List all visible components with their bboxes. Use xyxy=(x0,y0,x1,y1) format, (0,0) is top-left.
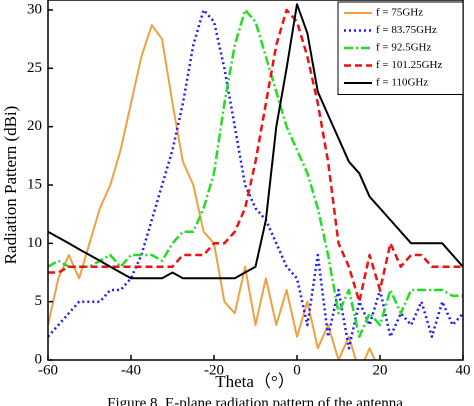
y-tick-label: 30 xyxy=(27,1,42,17)
y-tick-label: 5 xyxy=(35,293,43,309)
x-tick-label: 40 xyxy=(456,362,471,378)
y-axis-label: Radiation Pattern (dBi) xyxy=(1,106,20,265)
legend-label: f = 110GHz xyxy=(376,77,428,89)
x-tick-label: -60 xyxy=(38,362,58,378)
legend-label: f = 83.75GHz xyxy=(376,24,437,36)
y-tick-label: 25 xyxy=(27,60,42,76)
caption: Figure 8. E-plane radiation pattern of t… xyxy=(107,395,403,406)
plot-lines xyxy=(48,3,463,360)
x-tick-label: 0 xyxy=(293,362,301,378)
y-tick-label: 10 xyxy=(27,235,42,251)
legend-label: f = 101.25GHz xyxy=(376,59,443,71)
x-tick-label: 20 xyxy=(373,362,388,378)
y-tick-label: 20 xyxy=(27,118,42,134)
series-line xyxy=(48,8,463,303)
series-line xyxy=(48,8,463,350)
series-line xyxy=(48,24,376,360)
x-axis-label: Theta（°） xyxy=(215,372,295,391)
series-line xyxy=(48,3,463,280)
x-tick-label: -40 xyxy=(121,362,141,378)
x-tick-label: -20 xyxy=(204,362,224,378)
y-tick-label: 0 xyxy=(35,351,43,367)
legend-label: f = 92.5GHz xyxy=(376,42,432,54)
legend-box xyxy=(337,1,464,95)
legend-label: f = 75GHz xyxy=(376,7,423,19)
y-tick-label: 15 xyxy=(27,176,42,192)
plot-frame xyxy=(47,0,464,361)
series-line xyxy=(48,8,463,338)
